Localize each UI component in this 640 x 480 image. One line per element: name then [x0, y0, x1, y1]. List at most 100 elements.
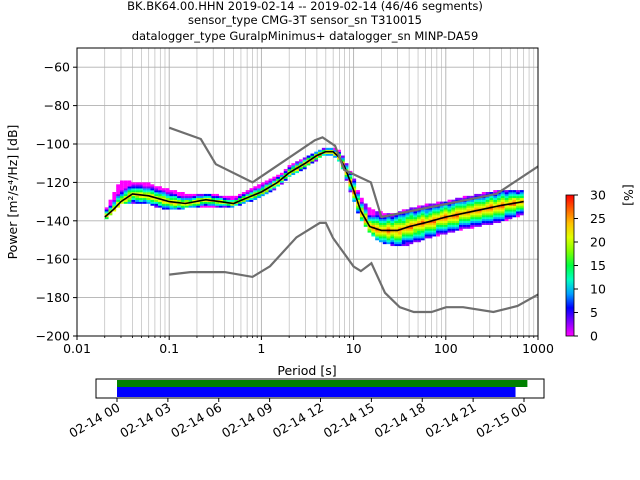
- psd-cell: [390, 234, 395, 237]
- psd-cell: [108, 209, 113, 212]
- psd-cell: [439, 205, 444, 208]
- psd-cell: [432, 216, 437, 220]
- psd-cell: [481, 215, 486, 218]
- psd-cell: [474, 224, 479, 227]
- psd-cell: [344, 176, 349, 179]
- psd-cell: [474, 205, 479, 208]
- psd-cell: [413, 215, 418, 218]
- psd-cell: [390, 243, 395, 247]
- psd-cell: [462, 197, 467, 200]
- psd-cell: [161, 207, 166, 210]
- psd-cell: [500, 216, 505, 220]
- colorbar-label: [%]: [621, 184, 636, 206]
- psd-cell: [485, 222, 490, 225]
- psd-cell: [443, 220, 448, 224]
- psd-cell: [314, 157, 319, 160]
- psd-cell: [356, 190, 360, 193]
- psd-cell: [493, 195, 498, 199]
- psd-cell: [222, 205, 227, 208]
- psd-cell: [508, 197, 513, 200]
- psd-cell: [158, 201, 162, 204]
- psd-cell: [432, 226, 437, 229]
- psd-cell: [184, 203, 189, 206]
- psd-cell: [451, 213, 456, 216]
- psd-cell: [405, 222, 410, 225]
- psd-cell: [146, 182, 151, 185]
- psd-cell: [119, 188, 124, 191]
- psd-cell: [405, 243, 410, 247]
- psd-cell: [508, 205, 513, 208]
- psd-cell: [291, 165, 296, 168]
- psd-cell: [386, 234, 391, 237]
- psd-cell: [131, 197, 136, 200]
- psd-cell: [264, 190, 269, 193]
- psd-cell: [325, 151, 330, 154]
- psd-cell: [359, 199, 364, 202]
- psd-cell: [314, 159, 319, 162]
- psd-cell: [424, 228, 429, 231]
- psd-cell: [462, 195, 467, 199]
- psd-cell: [329, 151, 334, 154]
- psd-cell: [367, 209, 372, 212]
- psd-cell: [161, 201, 166, 204]
- psd-cell: [424, 213, 429, 216]
- psd-cell: [356, 211, 360, 214]
- psd-cell: [394, 243, 399, 247]
- psd-cell: [428, 215, 433, 218]
- psd-cell: [337, 149, 341, 152]
- psd-cell: [192, 197, 197, 200]
- psd-cell: [382, 241, 387, 245]
- psd-cell: [428, 207, 433, 210]
- psd-cell: [436, 228, 440, 231]
- psd-cell: [264, 182, 269, 185]
- psd-cell: [158, 188, 162, 191]
- psd-cell: [378, 224, 383, 227]
- psd-cell: [177, 197, 181, 200]
- psd-cell: [142, 199, 147, 202]
- psd-cell: [268, 178, 273, 181]
- psd-cell: [409, 207, 414, 210]
- psd-cell: [321, 153, 326, 156]
- psd-cell: [375, 224, 379, 227]
- psd-cloud: [104, 147, 524, 247]
- psd-cell: [165, 188, 170, 191]
- psd-cell: [462, 224, 467, 227]
- psd-cell: [348, 176, 353, 179]
- psd-cell: [413, 211, 418, 214]
- psd-cell: [245, 193, 250, 197]
- psd-cell: [489, 197, 494, 200]
- psd-cell: [356, 192, 360, 195]
- psd-cell: [249, 197, 254, 200]
- psd-cell: [291, 167, 296, 170]
- timeline-tick-label: 02-14 15: [321, 400, 377, 441]
- psd-cell: [207, 205, 212, 208]
- x-tick-label: 0.1: [159, 341, 179, 356]
- psd-cell: [119, 197, 124, 200]
- psd-cell: [405, 220, 410, 224]
- psd-cell: [439, 201, 444, 204]
- psd-cell: [291, 172, 296, 176]
- psd-cell: [139, 188, 143, 191]
- psd-cell: [234, 195, 239, 199]
- psd-cell: [519, 195, 524, 199]
- psd-cell: [474, 203, 479, 206]
- psd-cell: [337, 151, 341, 154]
- psd-cell: [177, 207, 181, 210]
- psd-cell: [470, 211, 475, 214]
- psd-cell: [512, 203, 517, 206]
- psd-cell: [245, 197, 250, 200]
- psd-cell: [516, 207, 520, 210]
- psd-cell: [371, 209, 376, 212]
- psd-cell: [436, 207, 440, 210]
- y-tick-label: −80: [44, 98, 70, 113]
- psd-cell: [131, 184, 136, 187]
- psd-cell: [188, 197, 193, 200]
- psd-cell: [154, 197, 159, 200]
- psd-cell: [123, 180, 128, 183]
- psd-cell: [112, 195, 117, 199]
- psd-cell: [493, 197, 498, 200]
- psd-cell: [123, 201, 128, 204]
- psd-cell: [150, 192, 155, 195]
- psd-cell: [409, 228, 414, 231]
- psd-cell: [500, 197, 505, 200]
